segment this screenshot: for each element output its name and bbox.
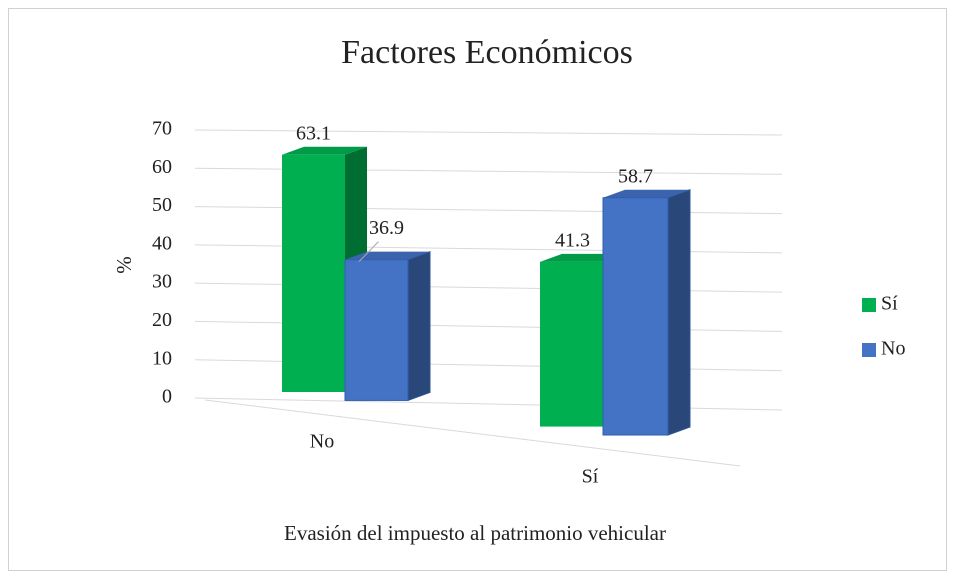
- bar-top: [282, 146, 367, 155]
- y-tick-label: 60: [152, 156, 172, 178]
- legend-swatch: [862, 298, 876, 312]
- floor-edge: [204, 399, 741, 467]
- bar: [540, 261, 605, 427]
- y-tick-label: 20: [152, 309, 172, 331]
- y-tick-label: 0: [162, 386, 172, 408]
- grid-line: [194, 129, 783, 136]
- chart-frame: [8, 8, 947, 571]
- legend-label: No: [881, 338, 905, 360]
- x-axis-label: Evasión del impuesto al patrimonio vehic…: [284, 521, 666, 545]
- data-label: 58.7: [618, 165, 653, 187]
- bar: [282, 154, 345, 392]
- data-label: 41.3: [555, 230, 590, 252]
- legend-label: Sí: [881, 293, 898, 315]
- x-tick-label: Sí: [582, 466, 599, 488]
- y-axis-label: %: [112, 256, 136, 274]
- bar: [344, 259, 409, 401]
- y-tick-label: 50: [152, 194, 172, 216]
- data-label: 36.9: [369, 217, 404, 239]
- bar-side: [667, 189, 691, 436]
- y-tick-label: 10: [152, 347, 172, 369]
- data-label: 63.1: [296, 122, 331, 144]
- bar: [602, 197, 669, 436]
- chart-title: Factores Económicos: [341, 34, 633, 71]
- y-tick-label: 70: [152, 118, 172, 140]
- y-tick-label: 30: [152, 271, 172, 293]
- bar-top: [603, 189, 690, 198]
- label-leader: [358, 241, 379, 263]
- bar-side: [407, 250, 431, 402]
- x-tick-label: No: [310, 431, 334, 453]
- y-tick-label: 40: [152, 232, 172, 254]
- legend-swatch: [862, 343, 876, 357]
